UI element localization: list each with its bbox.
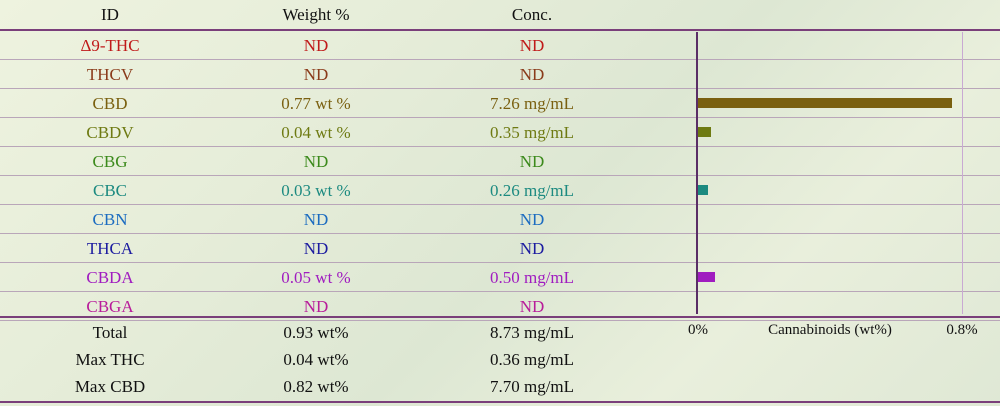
header-id: ID: [101, 5, 119, 24]
total-weight: 0.04 wt%: [283, 350, 349, 369]
conc-value: ND: [519, 210, 545, 229]
chart-tick-label: 0%: [688, 322, 708, 338]
weight-value: ND: [303, 152, 329, 171]
table-row: CBDA 0.05 wt % 0.50 mg/mL: [0, 263, 1000, 292]
conc-value: ND: [519, 36, 545, 55]
chart-gridline-max: [962, 32, 963, 314]
weight-value: 0.05 wt %: [281, 268, 351, 287]
cannabinoid-name: Δ9-THC: [80, 36, 140, 55]
total-conc: 0.36 mg/mL: [489, 350, 575, 369]
cannabinoid-name: THCA: [86, 239, 134, 258]
table-row: CBN ND ND: [0, 205, 1000, 234]
weight-value: ND: [303, 36, 329, 55]
cannabinoid-name: CBGA: [86, 297, 134, 316]
total-weight: 0.82 wt%: [283, 377, 349, 396]
total-label: Max CBD: [74, 377, 146, 396]
total-weight: 0.93 wt%: [283, 323, 349, 342]
chart-tick-label: 0.8%: [946, 322, 978, 338]
totals-row: Max CBD 0.82 wt% 7.70 mg/mL: [0, 374, 1000, 400]
table-row: CBC 0.03 wt % 0.26 mg/mL: [0, 176, 1000, 205]
cannabinoid-name: CBC: [92, 181, 128, 200]
cannabinoid-name: CBD: [92, 94, 128, 113]
table-row: THCA ND ND: [0, 234, 1000, 263]
conc-value: 0.35 mg/mL: [489, 123, 575, 142]
weight-value: 0.04 wt %: [281, 123, 351, 142]
table-row: CBG ND ND: [0, 147, 1000, 176]
conc-value: ND: [519, 239, 545, 258]
chart-bar: [698, 127, 712, 137]
conc-value: ND: [519, 65, 545, 84]
conc-value: ND: [519, 152, 545, 171]
weight-value: 0.77 wt %: [281, 94, 351, 113]
totals-row: Total 0.93 wt% 8.73 mg/mL: [0, 320, 1000, 346]
conc-value: 0.50 mg/mL: [489, 268, 575, 287]
weight-value: ND: [303, 297, 329, 316]
cannabinoid-name: THCV: [86, 65, 134, 84]
conc-value: 0.26 mg/mL: [489, 181, 575, 200]
chart-axis: [696, 32, 698, 314]
total-conc: 7.70 mg/mL: [489, 377, 575, 396]
weight-value: ND: [303, 210, 329, 229]
chart-xlabel: Cannabinoids (wt%): [768, 322, 892, 338]
conc-value: ND: [519, 297, 545, 316]
table-row: CBD 0.77 wt % 7.26 mg/mL: [0, 89, 1000, 118]
top-divider: [0, 29, 1000, 31]
table-row: CBDV 0.04 wt % 0.35 mg/mL: [0, 118, 1000, 147]
total-label: Total: [92, 323, 128, 342]
cannabinoid-name: CBDA: [86, 268, 134, 287]
cannabinoid-name: CBN: [92, 210, 128, 229]
totals-row: Max THC 0.04 wt% 0.36 mg/mL: [0, 347, 1000, 373]
cannabinoid-name: CBDV: [86, 123, 134, 142]
table-row: CBGA ND ND: [0, 292, 1000, 321]
table-header: ID Weight % Conc.: [0, 0, 1000, 30]
cannabinoid-name: CBG: [92, 152, 128, 171]
header-conc: Conc.: [511, 5, 553, 24]
table-row: Δ9-THC ND ND: [0, 31, 1000, 60]
table-row: THCV ND ND: [0, 60, 1000, 89]
chart-bar: [698, 272, 715, 282]
total-conc: 8.73 mg/mL: [489, 323, 575, 342]
weight-value: 0.03 wt %: [281, 181, 351, 200]
chart-bar: [698, 185, 708, 195]
weight-value: ND: [303, 239, 329, 258]
weight-value: ND: [303, 65, 329, 84]
header-weight: Weight %: [282, 5, 350, 24]
middle-divider: [0, 316, 1000, 318]
chart-bar: [698, 98, 953, 108]
total-label: Max THC: [75, 350, 145, 369]
bottom-divider: [0, 401, 1000, 403]
conc-value: 7.26 mg/mL: [489, 94, 575, 113]
